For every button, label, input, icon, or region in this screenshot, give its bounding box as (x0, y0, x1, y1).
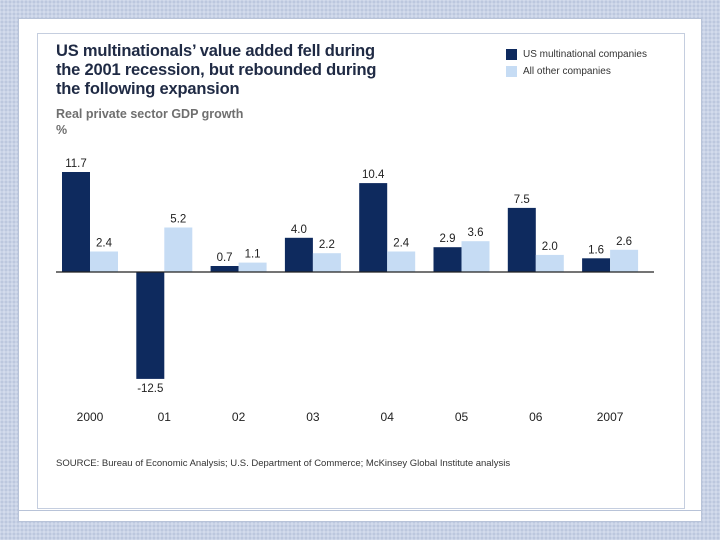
bar-us-03 (284, 237, 313, 272)
bar-other-05 (461, 241, 490, 272)
data-label-us-2007: 1.6 (588, 244, 604, 256)
data-label-other-05: 3.6 (468, 227, 484, 239)
x-tick-label-02: 02 (232, 410, 246, 424)
x-tick-label-03: 03 (306, 410, 320, 424)
bar-us-2007 (582, 258, 611, 272)
footer-divider (18, 510, 702, 511)
x-tick-label-04: 04 (381, 410, 395, 424)
bar-us-01 (136, 272, 165, 379)
data-label-other-06: 2.0 (542, 241, 558, 253)
legend-item-other: All other companies (506, 63, 647, 80)
data-label-other-2000: 2.4 (96, 238, 113, 250)
data-label-other-03: 2.2 (319, 239, 335, 251)
bar-us-05 (433, 247, 462, 272)
x-tick-label-2000: 2000 (77, 410, 104, 424)
data-label-us-04: 10.4 (362, 169, 385, 181)
bar-other-2000 (90, 251, 118, 272)
data-label-us-01: -12.5 (137, 383, 163, 395)
data-label-us-03: 4.0 (291, 224, 307, 236)
chart-subtitle: Real private sector GDP growth (56, 107, 244, 121)
legend-swatch-other (506, 66, 517, 77)
bar-other-04 (387, 251, 416, 272)
bar-chart: 11.7 2.4 2000 -12.5 5.2 01 0.7 1.1 02 4.0 2.2 03 10.… (56, 158, 654, 424)
x-tick-label-2007: 2007 (597, 410, 624, 424)
legend-label-us: US multinational companies (523, 49, 647, 60)
data-label-other-04: 2.4 (393, 238, 410, 250)
slide-frame: US multinationals’ value added fell duri… (18, 18, 702, 522)
data-label-other-02: 1.1 (245, 249, 261, 261)
legend-swatch-us (506, 49, 517, 60)
bar-other-02 (238, 262, 267, 272)
data-label-other-01: 5.2 (170, 214, 186, 226)
chart-panel: US multinationals’ value added fell duri… (37, 33, 685, 509)
chart-unit: % (56, 123, 68, 137)
x-tick-label-01: 01 (158, 410, 172, 424)
bar-other-06 (535, 254, 564, 272)
bar-other-01 (164, 227, 193, 272)
x-tick-label-06: 06 (529, 410, 543, 424)
bar-us-04 (359, 183, 388, 272)
x-tick-label-05: 05 (455, 410, 469, 424)
bar-us-06 (507, 207, 536, 272)
data-label-us-2000: 11.7 (65, 158, 87, 170)
legend-label-other: All other companies (523, 66, 611, 77)
data-label-other-2007: 2.6 (616, 236, 632, 248)
bar-us-2000 (62, 172, 90, 272)
data-label-us-02: 0.7 (217, 252, 233, 264)
chart-title: US multinationals’ value added fell duri… (56, 42, 377, 98)
data-label-us-06: 7.5 (514, 194, 530, 206)
source-note: SOURCE: Bureau of Economic Analysis; U.S… (56, 458, 511, 469)
bar-other-2007 (610, 249, 639, 272)
chart-legend: US multinational companies All other com… (506, 46, 647, 80)
bar-other-03 (312, 253, 341, 272)
legend-item-us: US multinational companies (506, 46, 647, 63)
data-label-us-05: 2.9 (440, 233, 456, 245)
bar-us-02 (210, 266, 239, 272)
